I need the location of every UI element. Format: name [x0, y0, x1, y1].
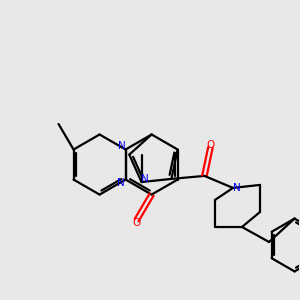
Text: N: N — [233, 183, 241, 193]
Text: N: N — [118, 141, 126, 151]
Text: N: N — [117, 178, 124, 188]
Text: N: N — [141, 174, 148, 184]
Text: O: O — [133, 218, 141, 228]
Text: O: O — [206, 140, 214, 150]
